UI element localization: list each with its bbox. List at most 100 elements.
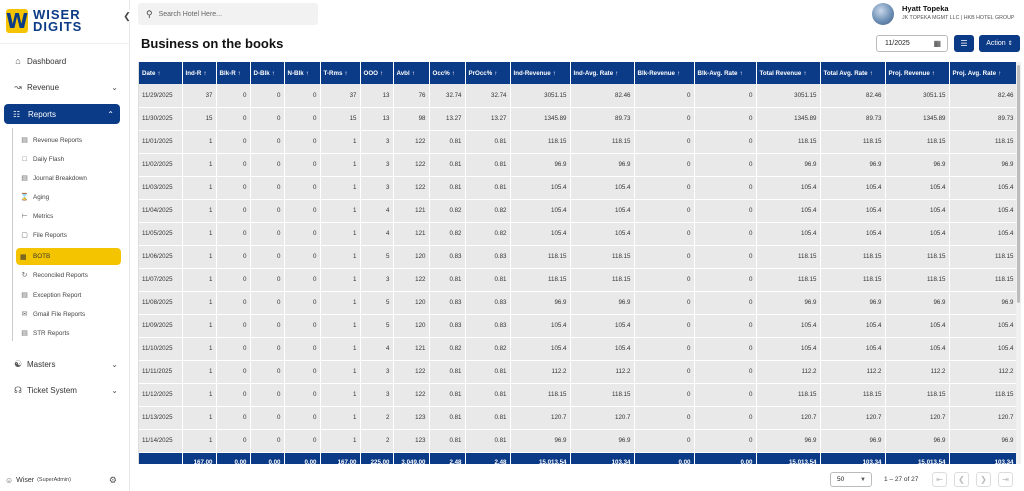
sidebar-subitem-revenue-reports[interactable]: ▤ Revenue Reports (20, 133, 120, 147)
table-row[interactable]: 11/13/2025 1 0 0 0 1 2 123 0.81 0.81 120.7 120.7 0 0 1… (139, 406, 1016, 430)
sort-arrow-icon[interactable]: ↑ (494, 69, 498, 77)
column-header-t-rms[interactable]: T-Rms ↑ (320, 62, 361, 84)
search-input[interactable]: ⚲ Search Hotel Here... (138, 3, 318, 25)
table-cell: 0 (284, 337, 321, 361)
filter-button[interactable]: ☰ (954, 35, 974, 52)
column-header-d-blk[interactable]: D-Blk ↑ (250, 62, 285, 84)
column-header-blk-revenue[interactable]: Blk-Revenue ↑ (634, 62, 695, 84)
table-row[interactable]: 11/29/2025 37 0 0 0 37 13 76 32.74 32.74 3051.15 82… (139, 84, 1016, 108)
table-cell: 0 (250, 130, 285, 154)
sidebar-subitem-daily-flash[interactable]: □ Daily Flash (20, 152, 120, 166)
table-cell: 11/11/2025 (139, 360, 183, 384)
sort-arrow-icon[interactable]: ↑ (451, 69, 455, 77)
column-header-date[interactable]: Date ↑ (139, 62, 183, 84)
prev-page-button[interactable]: ❮ (954, 472, 969, 487)
column-header-total-revenue[interactable]: Total Revenue ↑ (756, 62, 821, 84)
hotel-name[interactable]: Hyatt Topeka (902, 4, 949, 13)
column-header-total-avg-rate[interactable]: Total Avg. Rate ↑ (820, 62, 886, 84)
sort-arrow-icon[interactable]: ↑ (305, 69, 309, 77)
column-header-blk-r[interactable]: Blk-R ↑ (216, 62, 251, 84)
sidebar-item-revenue[interactable]: ↝ Revenue ⌄ (12, 79, 122, 95)
sidebar-divider (0, 43, 130, 44)
sort-arrow-icon[interactable]: ↑ (379, 69, 384, 77)
gear-icon[interactable]: ⚙ (108, 474, 117, 485)
table-cell: 118.15 (510, 245, 571, 269)
table-row[interactable]: 11/02/2025 1 0 0 0 1 3 122 0.81 0.81 96.9 96.9 0 0 96.… (139, 153, 1016, 177)
column-header-ind-revenue[interactable]: Ind-Revenue ↑ (510, 62, 571, 84)
table-cell: 3051.15 (510, 84, 571, 108)
column-header-avbl[interactable]: Avbl ↑ (393, 62, 430, 84)
sidebar-subitem-gmail-file-reports[interactable]: ✉ Gmail File Reports (20, 307, 120, 321)
sidebar-subitem-exception-report[interactable]: ▤ Exception Report (20, 288, 120, 302)
sort-arrow-icon[interactable]: ↑ (552, 69, 556, 77)
hotel-avatar[interactable] (872, 3, 894, 25)
sidebar-subitem-botb[interactable]: ▦ BOTB (16, 248, 121, 265)
sort-arrow-icon[interactable]: ↑ (803, 69, 807, 77)
table-row[interactable]: 11/12/2025 1 0 0 0 1 3 122 0.81 0.81 118.15 118.15 0… (139, 383, 1016, 407)
sort-arrow-icon[interactable]: ↑ (998, 69, 1002, 77)
sort-arrow-icon[interactable]: ↑ (931, 69, 935, 77)
table-row[interactable]: 11/10/2025 1 0 0 0 1 4 121 0.82 0.82 105.4 105.4 0 0 1… (139, 337, 1016, 361)
sidebar-item-reports[interactable]: ☷ Reports ⌃ (4, 104, 120, 124)
table-row[interactable]: 11/03/2025 1 0 0 0 1 3 122 0.81 0.81 105.4 105.4 0 0 1… (139, 176, 1016, 200)
table-cell: 0 (694, 314, 757, 338)
table-cell: 118.15 (510, 268, 571, 292)
sort-arrow-icon[interactable]: ↑ (676, 69, 681, 77)
sidebar-item-ticket-system[interactable]: ☊ Ticket System ⌄ (12, 382, 122, 398)
column-header-proj-avg-rate[interactable]: Proj. Avg. Rate ↑ (949, 62, 1016, 84)
table-row[interactable]: 11/11/2025 1 0 0 0 1 3 122 0.81 0.81 112.2 112.2 0 0 1… (139, 360, 1016, 384)
table-cell: 1 (182, 360, 217, 384)
table-row[interactable]: 11/09/2025 1 0 0 0 1 5 120 0.83 0.83 105.4 105.4 0 0 1… (139, 314, 1016, 338)
last-page-button[interactable]: ⇥ (998, 472, 1013, 487)
table-cell: 89.73 (570, 107, 635, 131)
sort-arrow-icon[interactable]: ↑ (157, 69, 161, 77)
calendar-icon[interactable]: ▦ (933, 39, 941, 48)
sort-arrow-icon[interactable]: ↑ (869, 69, 873, 77)
sidebar-subitem-str-reports[interactable]: ▤ STR Reports (20, 326, 120, 340)
sort-arrow-icon[interactable]: ↑ (271, 69, 275, 77)
table-row[interactable]: 11/08/2025 1 0 0 0 1 5 120 0.83 0.83 96.9 96.9 0 0 96.… (139, 291, 1016, 315)
month-picker[interactable]: 11/2025 ▦ (876, 35, 948, 52)
sidebar-subitem-reconciled-reports[interactable]: ↻ Reconciled Reports (20, 268, 120, 282)
logo[interactable]: W WISER DIGITS (6, 5, 82, 37)
sort-arrow-icon[interactable]: ↑ (615, 69, 619, 77)
column-header-ind-avg-rate[interactable]: Ind-Avg. Rate ↑ (570, 62, 635, 84)
action-button[interactable]: Action ⇕ (979, 35, 1020, 52)
sidebar-item-dashboard[interactable]: ⌂ Dashboard (12, 53, 122, 69)
sort-arrow-icon[interactable]: ↑ (739, 69, 743, 77)
user-profile[interactable]: ☺ Wiser (SuperAdmin) ⚙ (5, 474, 123, 486)
sidebar-item-masters[interactable]: ☯ Masters ⌄ (12, 356, 122, 372)
rows-per-page-select[interactable]: 50 ▼ (830, 472, 872, 487)
column-header-blk-avg-rate[interactable]: Blk-Avg. Rate ↑ (694, 62, 757, 84)
sort-arrow-icon[interactable]: ↑ (344, 69, 348, 77)
table-cell: 0 (216, 337, 251, 361)
sidebar-subitem-journal-breakdown[interactable]: ▤ Journal Breakdown (20, 171, 120, 185)
table-row[interactable]: 11/07/2025 1 0 0 0 1 3 122 0.81 0.81 118.15 118.15 0… (139, 268, 1016, 292)
column-header-ind-r[interactable]: Ind-R ↑ (182, 62, 217, 84)
column-header-ooo[interactable]: OOO ↑ (360, 62, 394, 84)
scrollbar-thumb[interactable] (1017, 65, 1020, 303)
table-cell: 118.15 (820, 130, 886, 154)
table-row[interactable]: 11/30/2025 15 0 0 0 15 13 98 13.27 13.27 1345.89 89… (139, 107, 1016, 131)
table-cell: 122 (393, 360, 430, 384)
sidebar-subitem-aging[interactable]: ⌛ Aging (20, 190, 120, 204)
sidebar-subitem-metrics[interactable]: ⊢ Metrics (20, 209, 120, 223)
table-row[interactable]: 11/06/2025 1 0 0 0 1 5 120 0.83 0.83 118.15 118.15 0… (139, 245, 1016, 269)
first-page-button[interactable]: ⇤ (932, 472, 947, 487)
next-page-button[interactable]: ❯ (976, 472, 991, 487)
table-cell: 1 (182, 268, 217, 292)
table-row[interactable]: 11/14/2025 1 0 0 0 1 2 123 0.81 0.81 96.9 96.9 0 0 96.… (139, 429, 1016, 453)
column-header-proj-revenue[interactable]: Proj. Revenue ↑ (885, 62, 950, 84)
table-row[interactable]: 11/04/2025 1 0 0 0 1 4 121 0.82 0.82 105.4 105.4 0 0 1… (139, 199, 1016, 223)
column-header-occ[interactable]: Occ% ↑ (429, 62, 466, 84)
table-cell: 11/29/2025 (139, 84, 183, 108)
column-header-procc[interactable]: PrOcc% ↑ (465, 62, 511, 84)
table-row[interactable]: 11/01/2025 1 0 0 0 1 3 122 0.81 0.81 118.15 118.15 0… (139, 130, 1016, 154)
sidebar-subitem-file-reports[interactable]: ▢ File Reports (20, 228, 120, 242)
table-cell: 1 (320, 199, 361, 223)
table-row[interactable]: 11/05/2025 1 0 0 0 1 4 121 0.82 0.82 105.4 105.4 0 0 1… (139, 222, 1016, 246)
sort-arrow-icon[interactable]: ↑ (237, 69, 241, 77)
sort-arrow-icon[interactable]: ↑ (203, 69, 207, 77)
sort-arrow-icon[interactable]: ↑ (411, 69, 415, 77)
column-header-n-blk[interactable]: N-Blk ↑ (284, 62, 321, 84)
